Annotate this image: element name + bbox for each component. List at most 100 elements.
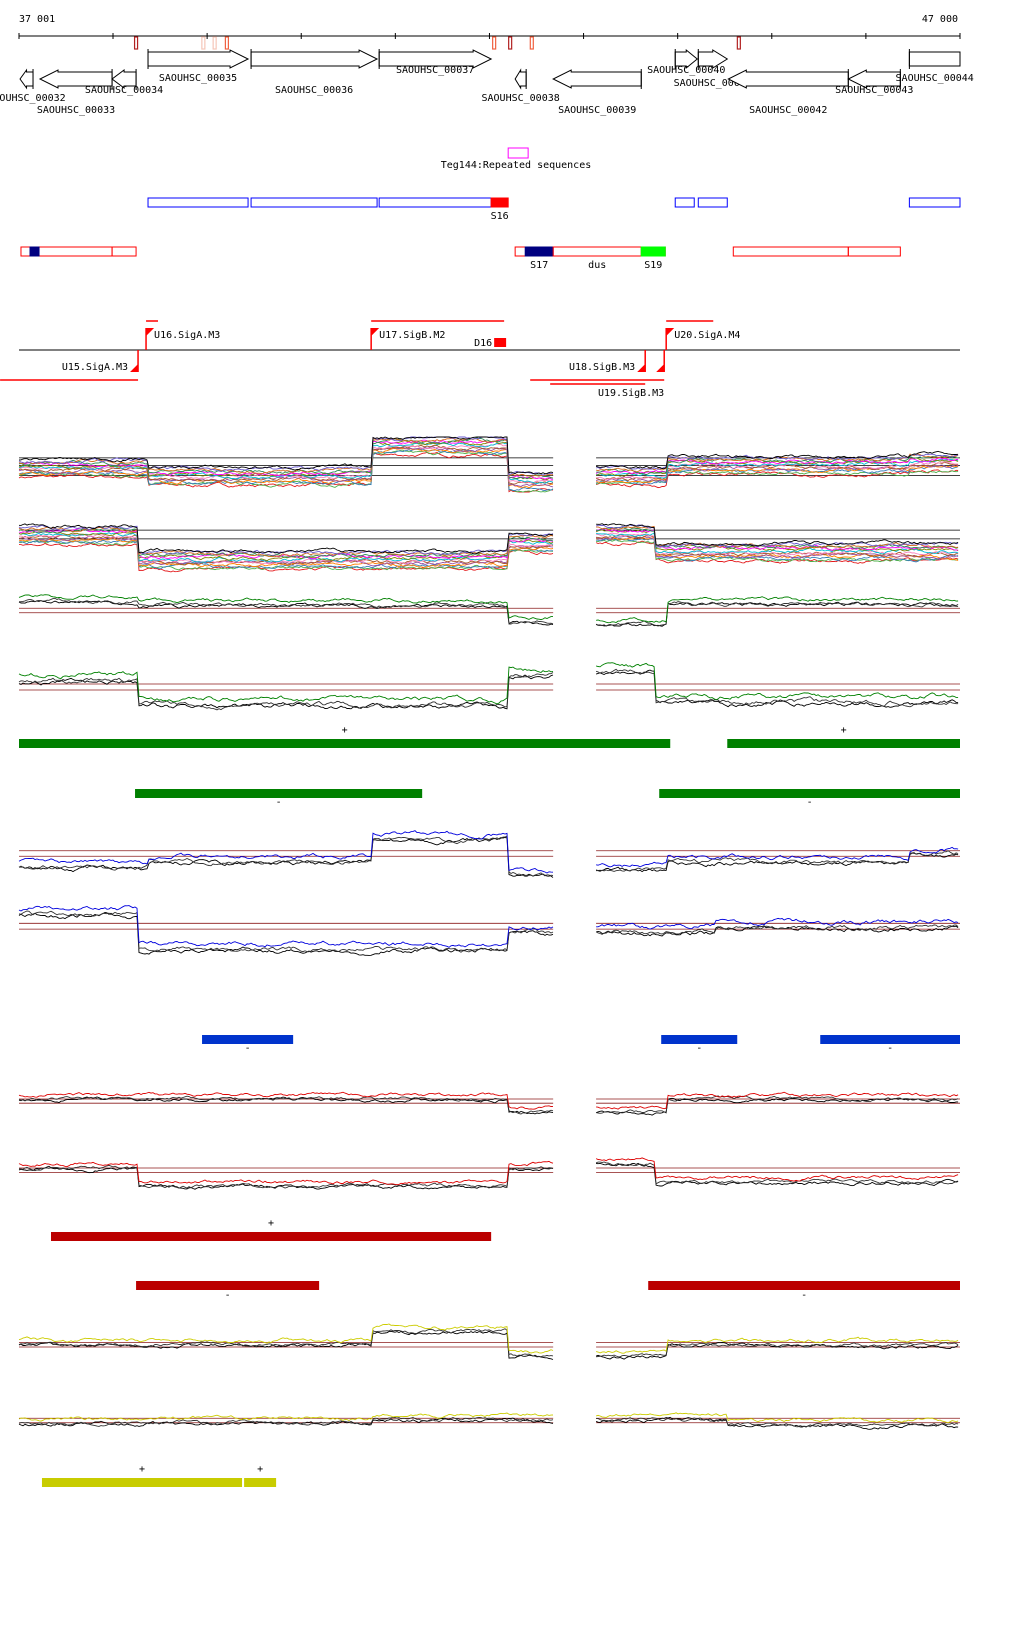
gene-arrow [250, 49, 379, 69]
gene-arrow [147, 49, 250, 69]
gene-arrow [697, 49, 729, 69]
strand-label: - [245, 1043, 251, 1054]
promoter-flag-icon [656, 364, 665, 372]
signal-line-left [18, 539, 554, 571]
signal-line-left [18, 905, 554, 948]
gene-label: SAOUHSC_00035 [159, 73, 237, 84]
signal-line-left [18, 1323, 554, 1354]
expression-panel-6 [18, 905, 960, 956]
signal-line-left [18, 674, 554, 710]
signal-line-left [18, 530, 554, 562]
signal-line-left [19, 597, 554, 625]
promoter-u18-sigb-m3: U18.SigB.M3 [530, 350, 665, 381]
segmentation-bar [727, 739, 960, 748]
segment [847, 246, 901, 257]
segment [524, 246, 554, 257]
promoter-label: U17.SigB.M2 [379, 330, 445, 341]
signal-line-left [18, 449, 554, 493]
ruler-start-label: 37 001 [19, 14, 55, 25]
gene-label: SAOUHSC_00036 [275, 85, 353, 96]
promoter-label: U15.SigA.M3 [62, 362, 128, 373]
segmentation-bar [661, 1035, 738, 1044]
segmentation-bar [659, 789, 960, 798]
signal-line-left [18, 1417, 554, 1427]
signal-line-right [596, 1336, 959, 1354]
segment [147, 197, 249, 208]
segmentation-bar [820, 1035, 960, 1044]
signal-line-left [18, 912, 554, 956]
segment [378, 197, 492, 208]
signal-line-right [596, 461, 959, 481]
gene-saouhsc-00042: SAOUHSC_00042 [727, 69, 849, 116]
promoter-label: U19.SigB.M3 [598, 388, 664, 399]
signal-line-left [18, 537, 554, 568]
signal-line-right [596, 534, 959, 558]
promoter-flag-icon [130, 364, 139, 372]
signal-line-left [18, 533, 554, 565]
signal-line-right [596, 925, 959, 937]
promoter-flag-icon [371, 328, 380, 336]
terminator-label: D16 [474, 338, 492, 349]
gene-label: SAOUHSC_00042 [749, 105, 827, 116]
signal-line-left [19, 542, 554, 573]
signal-line-right [596, 532, 959, 556]
promoter-flag-icon [666, 328, 675, 336]
segment-label-s17: S17 [530, 260, 548, 271]
signal-line-right [595, 1095, 959, 1114]
segment-label-s19: S19 [644, 260, 662, 271]
signal-line-right [595, 450, 959, 470]
signal-line-right [595, 457, 959, 475]
signal-line-left [18, 437, 554, 477]
expression-panel-4 [18, 662, 960, 711]
gene-saouhsc-00033: SAOUHSC_00033 [37, 69, 115, 116]
segmentation-bar [19, 739, 671, 748]
ruler-marker [224, 36, 229, 50]
signal-line-left [18, 1165, 554, 1190]
signal-line-left [18, 830, 554, 874]
signal-line-left [18, 1330, 554, 1360]
strand-label: - [887, 1043, 893, 1054]
signal-line-right [596, 1091, 959, 1110]
signal-line-right [595, 1157, 959, 1182]
signal-line-left [18, 535, 554, 567]
segment [29, 246, 40, 257]
signal-line-right [595, 526, 959, 549]
gene-label: SAOUHSC_00037 [396, 65, 474, 76]
signal-line-left [18, 532, 554, 564]
promoter-u20-siga-m4: U20.SigA.M4 [665, 320, 740, 350]
segment [111, 246, 137, 257]
expression-panel-9 [18, 1323, 960, 1360]
gene-label: SAOUHSC_00043 [835, 85, 913, 96]
gene-label: SAOUHSC_00034 [85, 85, 163, 96]
signal-line-right [596, 596, 959, 624]
signal-line-right [595, 1342, 959, 1360]
signal-line-right [595, 1097, 959, 1116]
expression-panel-5 [18, 830, 960, 878]
signal-line-right [595, 850, 959, 872]
gene-arrow [727, 69, 849, 89]
segment [674, 197, 695, 208]
segment [697, 197, 728, 208]
signal-line-right [595, 669, 959, 708]
promoter-u19-sigb-m3: U19.SigB.M3 [550, 350, 665, 399]
signal-line-left [18, 594, 554, 621]
strand-label: + [139, 1464, 145, 1475]
signal-line-left [18, 1328, 554, 1358]
promoter-label: U20.SigA.M4 [674, 330, 740, 341]
segmentation-bar [50, 1232, 492, 1241]
signal-line-left [18, 1412, 554, 1422]
signal-line-right [595, 1416, 959, 1430]
strand-label: + [841, 725, 847, 736]
terminator-d16 [494, 338, 507, 347]
segment [732, 246, 849, 257]
gene-arrow [378, 49, 493, 69]
signal-line-right [595, 469, 959, 489]
signal-line-left [18, 446, 554, 488]
gene-saouhsc-00039: SAOUHSC_00039 [552, 69, 642, 116]
signal-line-left [18, 666, 554, 705]
gene-saouhsc-00036: SAOUHSC_00036 [250, 49, 379, 96]
signal-line-left [18, 534, 554, 566]
gene-saouhsc-00037: SAOUHSC_00037 [378, 49, 493, 76]
strand-label: - [276, 797, 282, 808]
